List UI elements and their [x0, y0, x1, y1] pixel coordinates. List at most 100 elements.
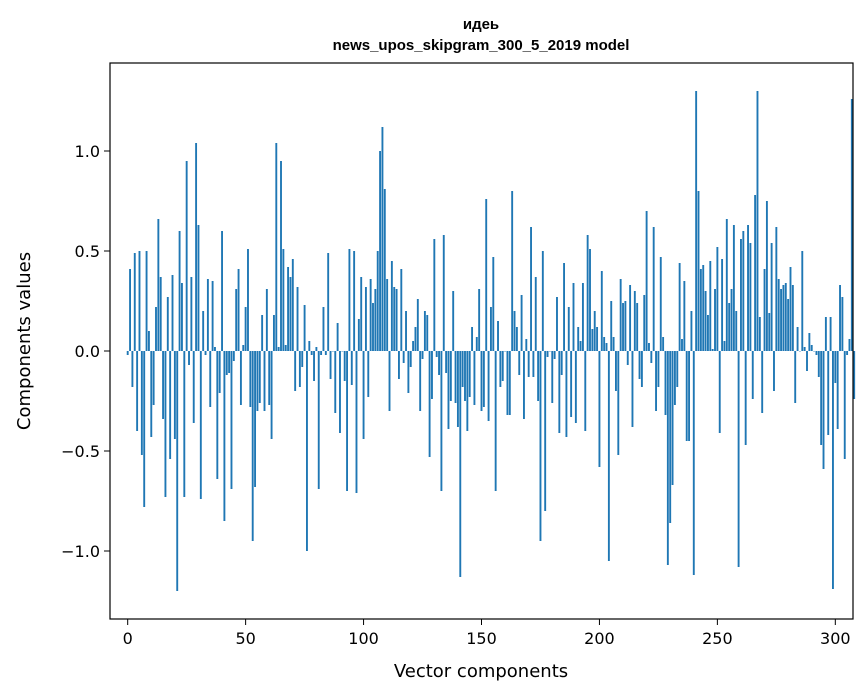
- bar-23: [181, 283, 183, 351]
- bar-131: [435, 351, 438, 357]
- bar-267: [756, 91, 759, 351]
- bar-156: [494, 351, 497, 491]
- bar-60: [268, 351, 271, 405]
- bar-127: [426, 315, 429, 351]
- bar-175: [539, 351, 542, 541]
- bar-0: [126, 351, 129, 355]
- bar-176: [541, 251, 544, 351]
- bar-222: [650, 351, 653, 363]
- bar-93: [346, 351, 348, 491]
- bar-260: [740, 239, 742, 351]
- bar-196: [589, 249, 591, 351]
- bar-148: [475, 337, 478, 351]
- bar-197: [591, 329, 594, 351]
- bar-228: [664, 351, 667, 415]
- bar-198: [593, 311, 596, 351]
- y-tick-label: 0.0: [75, 342, 100, 361]
- bar-244: [702, 265, 705, 351]
- bar-16: [164, 351, 167, 497]
- bar-144: [466, 351, 469, 431]
- bar-139: [454, 351, 457, 403]
- bar-275: [775, 227, 778, 351]
- bar-172: [532, 351, 535, 377]
- bar-255: [728, 303, 731, 351]
- bar-89: [336, 323, 339, 351]
- bar-164: [513, 311, 516, 351]
- bar-24: [183, 351, 186, 497]
- bar-64: [277, 347, 280, 351]
- y-tick-label: 1.0: [75, 142, 100, 161]
- bar-306: [848, 339, 851, 351]
- bar-183: [558, 351, 561, 433]
- bar-271: [765, 201, 768, 351]
- bar-161: [506, 351, 509, 415]
- chart-title: идеь: [463, 16, 499, 33]
- bar-61: [270, 351, 273, 439]
- bar-77: [308, 341, 311, 351]
- bar-189: [572, 283, 575, 351]
- x-tick-label: 300: [820, 629, 851, 648]
- bar-219: [643, 295, 646, 351]
- bar-17: [166, 297, 169, 351]
- bar-173: [534, 277, 537, 351]
- bar-226: [659, 257, 662, 351]
- bar-241: [695, 91, 698, 351]
- bar-22: [178, 231, 181, 351]
- bar-286: [801, 251, 804, 351]
- bar-298: [829, 317, 832, 351]
- bar-158: [499, 351, 502, 387]
- bar-68: [287, 267, 290, 351]
- bar-254: [725, 219, 728, 351]
- bar-224: [655, 351, 657, 411]
- bar-186: [565, 351, 568, 437]
- bar-43: [228, 351, 231, 373]
- bar-239: [690, 311, 693, 351]
- bar-184: [560, 351, 563, 375]
- bar-163: [511, 191, 514, 351]
- bar-269: [761, 351, 764, 413]
- bar-72: [296, 287, 299, 351]
- bar-169: [525, 339, 528, 351]
- bar-6: [140, 351, 143, 455]
- bar-30: [197, 225, 200, 351]
- bar-236: [683, 281, 686, 351]
- bar-287: [803, 347, 806, 351]
- bar-283: [794, 351, 797, 403]
- bar-66: [282, 249, 285, 351]
- bar-99: [360, 277, 363, 351]
- bar-152: [485, 199, 488, 351]
- bar-278: [782, 285, 785, 351]
- bar-145: [468, 351, 471, 397]
- bar-149: [478, 289, 481, 351]
- bars-group: [126, 91, 856, 591]
- bar-51: [247, 249, 249, 351]
- bar-225: [657, 351, 660, 387]
- x-tick-label: 200: [584, 629, 615, 648]
- bar-9: [147, 331, 150, 351]
- bar-7: [143, 351, 146, 507]
- bar-146: [471, 327, 474, 351]
- bar-174: [537, 351, 540, 401]
- bar-202: [603, 337, 606, 351]
- bar-194: [584, 351, 587, 431]
- bar-112: [390, 261, 393, 351]
- bar-248: [711, 349, 714, 351]
- bar-84: [324, 351, 327, 355]
- bar-54: [254, 351, 257, 487]
- bar-235: [681, 339, 683, 351]
- x-tick-label: 150: [466, 629, 497, 648]
- bar-203: [605, 343, 608, 351]
- bar-157: [497, 321, 499, 351]
- bar-297: [827, 351, 830, 435]
- bar-308: [853, 351, 856, 399]
- bar-1: [129, 269, 131, 351]
- bar-122: [414, 327, 417, 351]
- bar-76: [306, 351, 308, 551]
- bar-126: [423, 311, 426, 351]
- bar-110: [386, 279, 389, 351]
- bar-201: [600, 271, 603, 351]
- bar-280: [787, 299, 790, 351]
- bar-216: [636, 303, 639, 351]
- bar-240: [692, 351, 695, 575]
- x-tick-label: 100: [348, 629, 379, 648]
